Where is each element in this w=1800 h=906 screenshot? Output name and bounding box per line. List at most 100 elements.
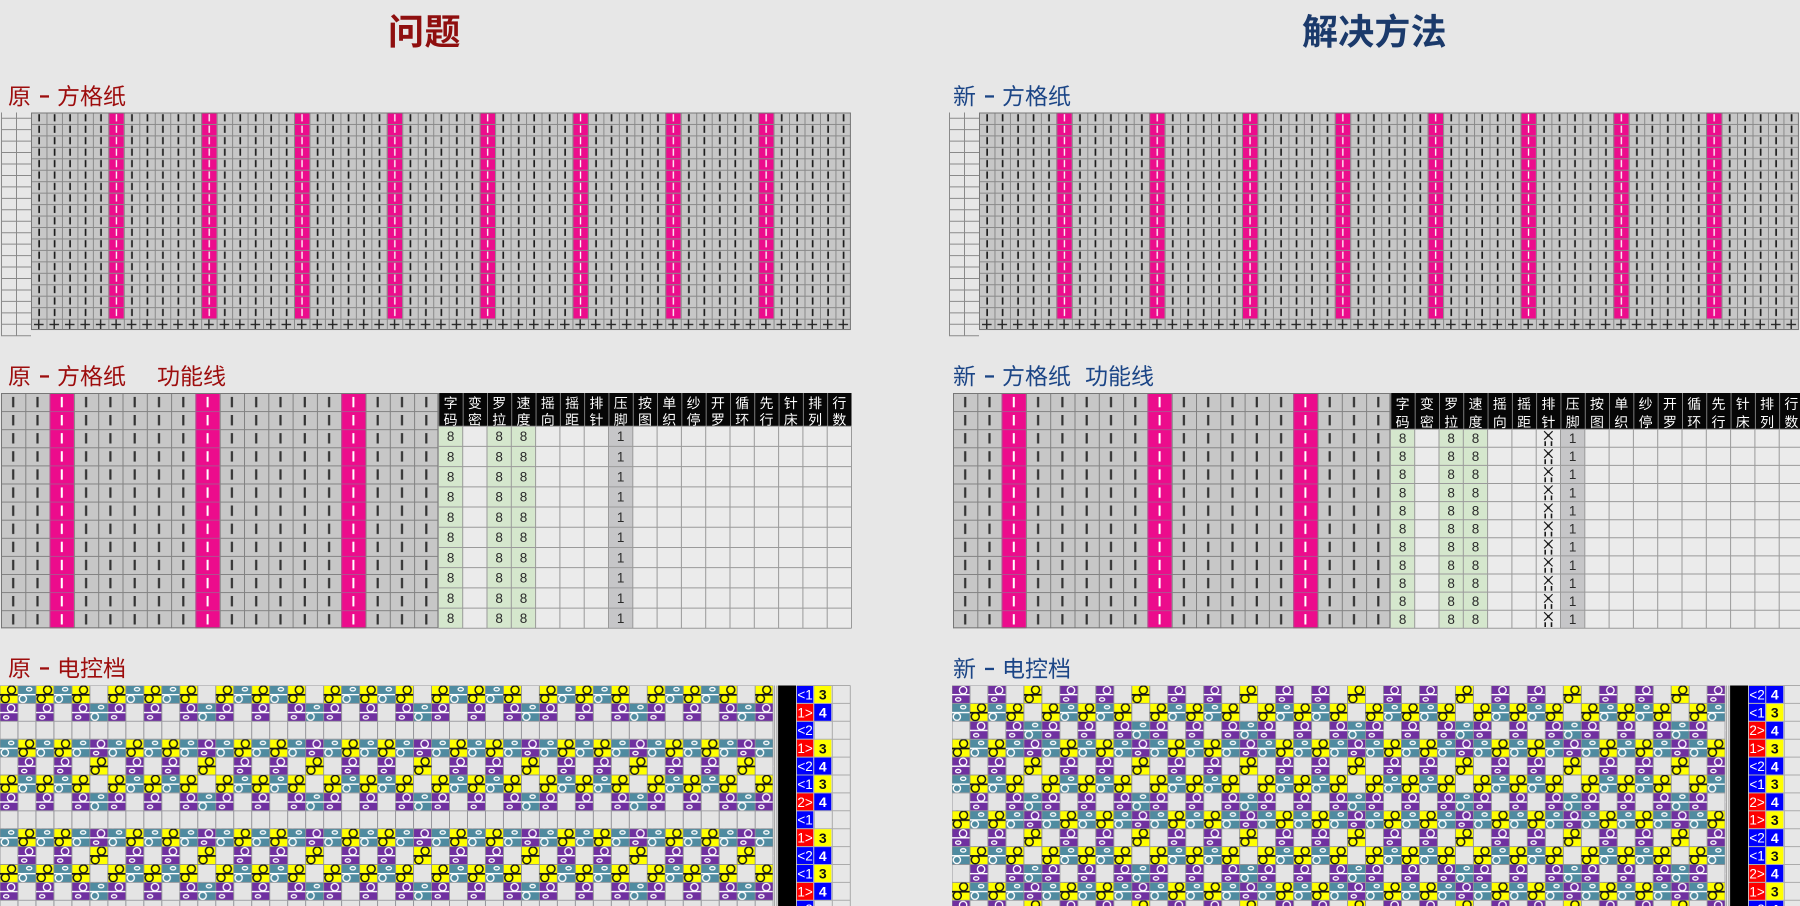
svg-text:3: 3 [1771,705,1779,721]
svg-text:4: 4 [819,794,827,810]
svg-text:8: 8 [495,510,503,525]
svg-text:1: 1 [1569,576,1577,591]
svg-text:1: 1 [1569,467,1577,482]
svg-text:8: 8 [1399,485,1407,500]
svg-text:4: 4 [1771,902,1779,906]
svg-text:1: 1 [617,611,625,626]
svg-text:<2: <2 [797,759,812,774]
svg-text:8: 8 [520,571,528,586]
svg-text:<1: <1 [797,813,812,828]
svg-text:3: 3 [1771,848,1779,864]
svg-text:1: 1 [1569,558,1577,573]
svg-text:8: 8 [1472,612,1480,627]
svg-text:4: 4 [819,705,827,721]
svg-text:8: 8 [1399,449,1407,464]
svg-text:1: 1 [1569,522,1577,537]
svg-text:8: 8 [1472,540,1480,555]
svg-text:8: 8 [1472,576,1480,591]
svg-text:8: 8 [447,571,455,586]
svg-text:8: 8 [495,530,503,545]
svg-text:8: 8 [1447,485,1455,500]
svg-text:1: 1 [617,470,625,485]
svg-text:1>: 1> [1749,741,1765,756]
svg-text:1: 1 [617,449,625,464]
svg-text:8: 8 [1399,540,1407,555]
svg-text:2>: 2> [797,795,813,810]
svg-text:8: 8 [520,550,528,565]
svg-text:<2: <2 [1749,759,1764,774]
svg-text:8: 8 [520,490,528,505]
svg-text:1: 1 [617,550,625,565]
svg-text:<1: <1 [797,687,812,702]
svg-text:3: 3 [819,687,827,703]
svg-text:8: 8 [1472,522,1480,537]
svg-text:8: 8 [1399,594,1407,609]
svg-text:8: 8 [1399,431,1407,446]
svg-text:8: 8 [495,490,503,505]
svg-text:8: 8 [1399,558,1407,573]
svg-text:1: 1 [1569,449,1577,464]
svg-text:8: 8 [1472,485,1480,500]
svg-text:8: 8 [1447,431,1455,446]
svg-text:8: 8 [1447,540,1455,555]
svg-text:8: 8 [495,611,503,626]
svg-text:1>: 1> [1749,884,1765,899]
svg-text:1: 1 [617,571,625,586]
svg-text:<2: <2 [797,723,812,738]
svg-text:8: 8 [1472,504,1480,519]
svg-text:1>: 1> [797,705,813,720]
svg-text:<1: <1 [797,777,812,792]
svg-text:8: 8 [1472,467,1480,482]
svg-text:1: 1 [1569,485,1577,500]
svg-text:<2: <2 [797,902,812,906]
svg-text:8: 8 [520,429,528,444]
svg-text:1: 1 [1569,594,1577,609]
svg-text:8: 8 [1472,558,1480,573]
svg-text:8: 8 [1447,558,1455,573]
svg-text:2>: 2> [1749,723,1765,738]
svg-text:3: 3 [819,740,827,756]
svg-text:8: 8 [520,530,528,545]
svg-text:1>: 1> [797,741,813,756]
svg-text:8: 8 [447,591,455,606]
svg-text:8: 8 [1399,576,1407,591]
svg-text:8: 8 [1447,504,1455,519]
svg-text:8: 8 [1447,467,1455,482]
svg-text:3: 3 [819,866,827,882]
svg-text:1: 1 [617,429,625,444]
svg-text:8: 8 [520,611,528,626]
svg-text:8: 8 [520,470,528,485]
svg-text:8: 8 [495,550,503,565]
svg-text:<2: <2 [1749,687,1764,702]
svg-text:1: 1 [617,530,625,545]
svg-text:8: 8 [1447,576,1455,591]
svg-text:3: 3 [819,830,827,846]
svg-text:1: 1 [1569,540,1577,555]
svg-text:1: 1 [1569,612,1577,627]
svg-text:8: 8 [1472,431,1480,446]
svg-text:8: 8 [1399,612,1407,627]
svg-text:2>: 2> [1749,866,1765,881]
svg-text:1: 1 [1569,431,1577,446]
svg-text:4: 4 [819,758,827,774]
svg-text:4: 4 [1771,794,1779,810]
svg-text:4: 4 [819,848,827,864]
svg-text:3: 3 [1771,884,1779,900]
svg-text:8: 8 [520,591,528,606]
svg-text:1: 1 [617,510,625,525]
svg-text:<2: <2 [797,849,812,864]
svg-text:8: 8 [447,449,455,464]
svg-text:<2: <2 [1749,902,1764,906]
svg-text:8: 8 [495,591,503,606]
svg-text:<1: <1 [1749,777,1764,792]
svg-text:8: 8 [495,449,503,464]
svg-text:8: 8 [447,530,455,545]
svg-text:8: 8 [1472,449,1480,464]
svg-text:4: 4 [1771,830,1779,846]
svg-text:8: 8 [447,490,455,505]
svg-text:8: 8 [1399,467,1407,482]
svg-text:8: 8 [447,510,455,525]
svg-text:3: 3 [1771,812,1779,828]
svg-text:8: 8 [495,571,503,586]
svg-text:8: 8 [495,429,503,444]
